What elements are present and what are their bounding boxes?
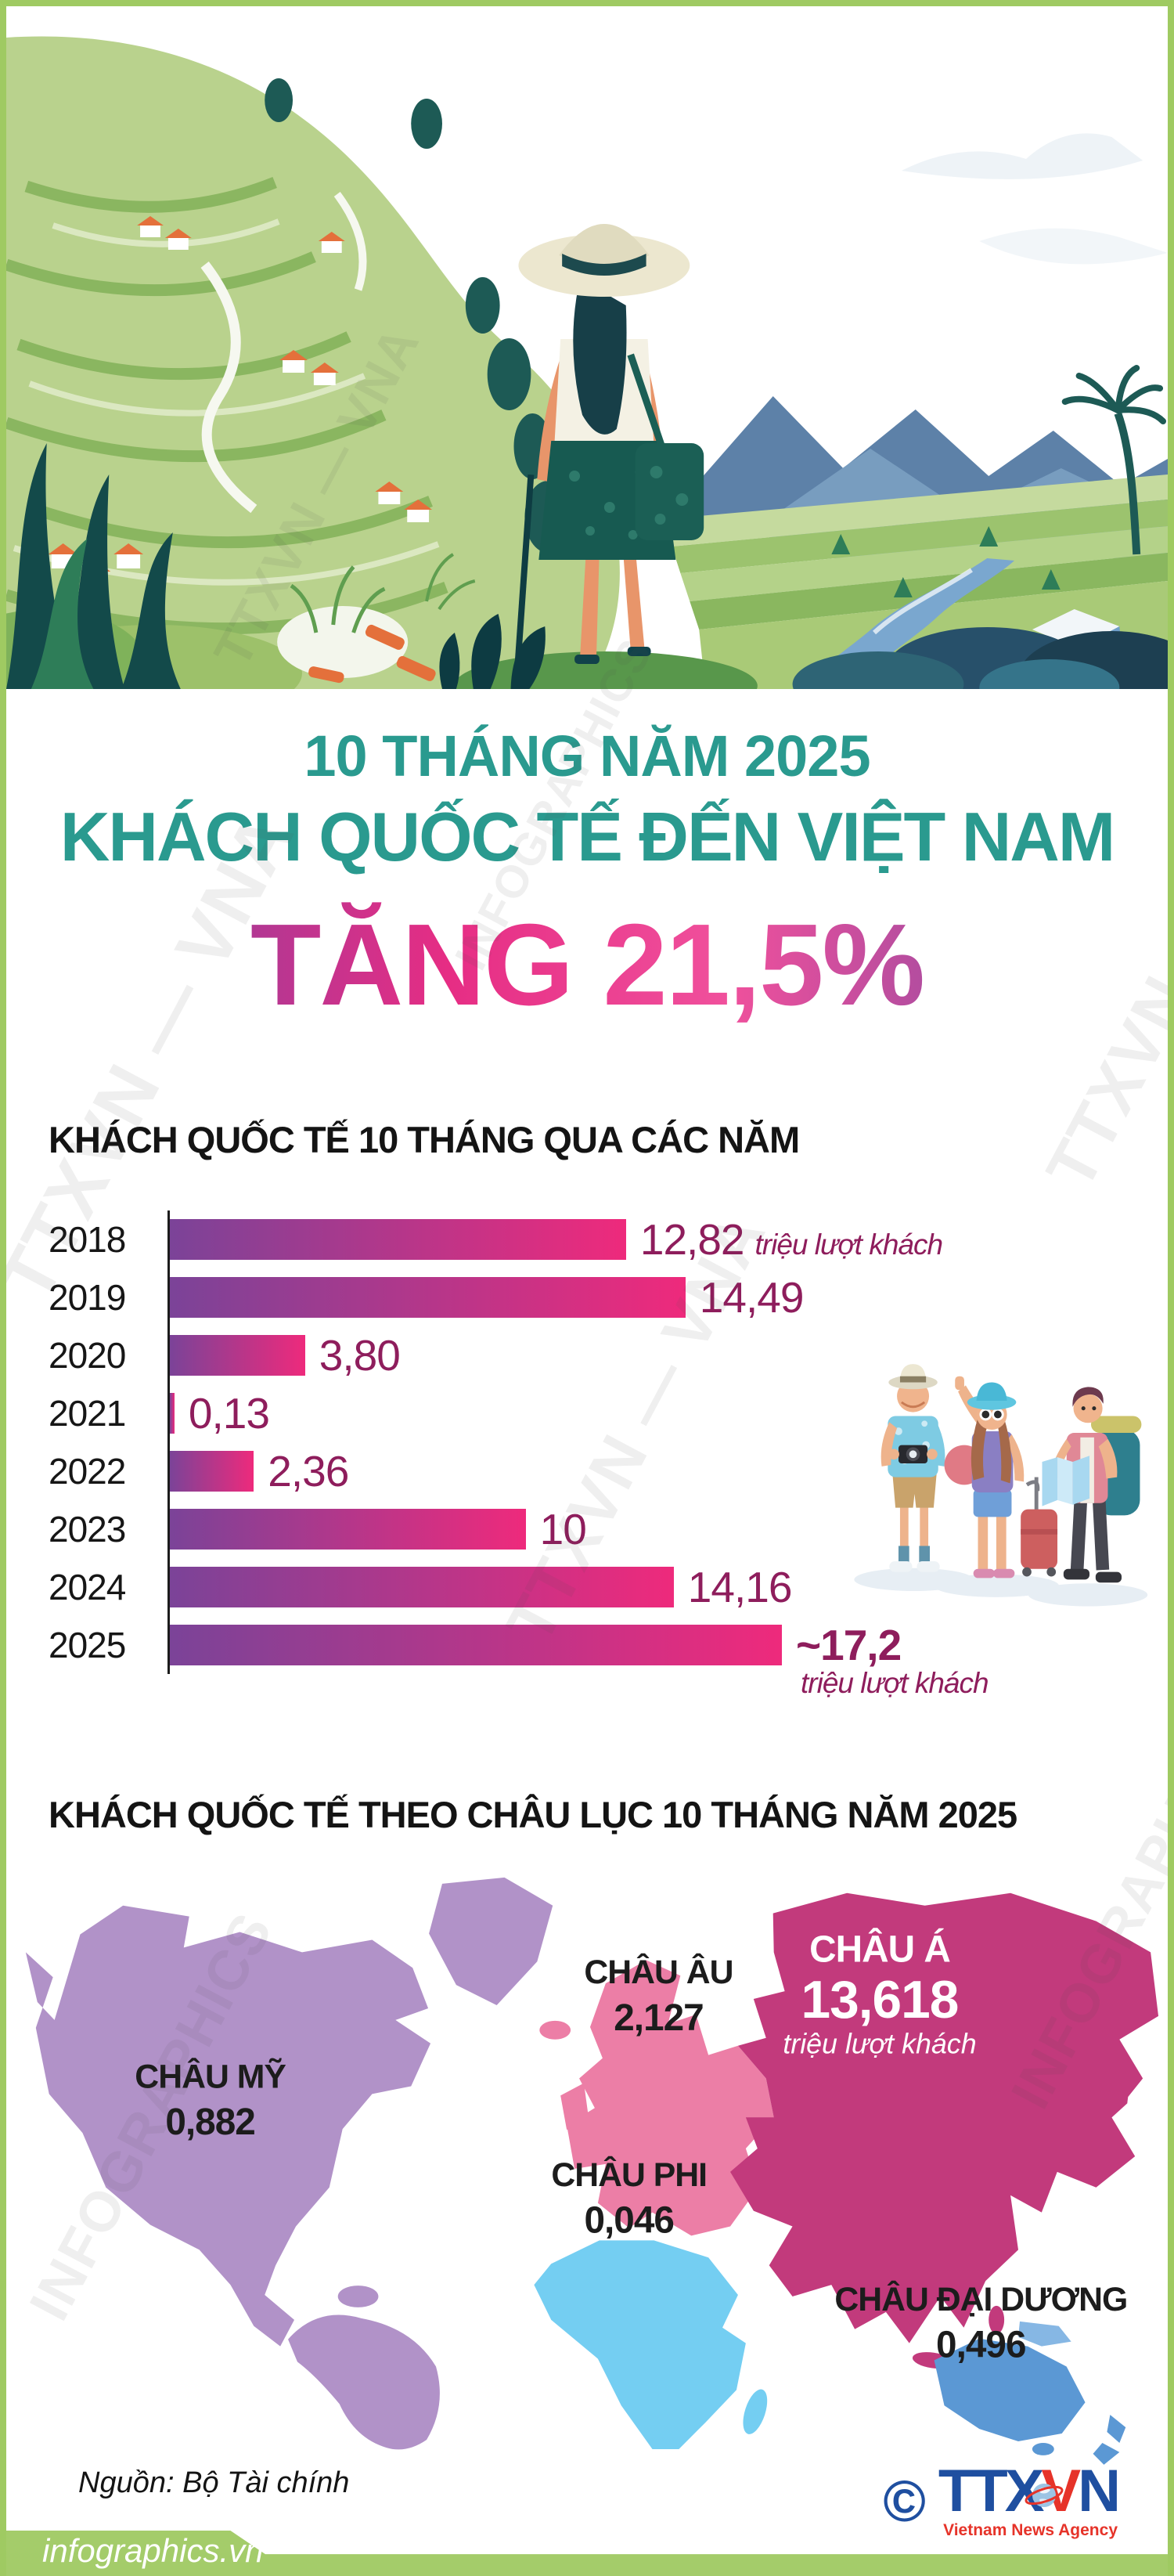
bar-row-2024: 2024 14,16 (49, 1558, 1136, 1616)
report-period-kicker: 10 THÁNG NĂM 2025 (304, 723, 870, 788)
world-map-by-continent: CHÂU MỸ 0,882 CHÂU ÂU 2,127 CHÂU Á 13,61… (6, 1860, 1168, 2473)
source-note: Nguồn: Bộ Tài chính (78, 2466, 350, 2499)
bar-year-label: 2021 (49, 1393, 126, 1434)
continent-value-oceania: 0,496 (936, 2325, 1025, 2366)
bar-year-label: 2018 (49, 1219, 126, 1260)
bar-year-label: 2020 (49, 1335, 126, 1376)
continent-oceania (934, 2321, 1126, 2465)
bar-2025 (170, 1625, 782, 1665)
continent-value-asia: 13,618 (801, 1971, 959, 2029)
continent-unit-asia: triệu lượt khách (783, 2029, 976, 2060)
bar-row-2018: 2018 12,82 triệu lượt khách (49, 1210, 1136, 1268)
growth-highlight: TĂNG 21,5% (6, 899, 1168, 1032)
bar-value-2019: 14,49 (699, 1273, 805, 1322)
bar-value-2022: 2,36 (268, 1447, 349, 1495)
continent-label-americas: CHÂU MỸ (135, 2057, 286, 2095)
bar-2024 (170, 1567, 674, 1607)
bar-year-label: 2019 (49, 1277, 126, 1318)
village-houses-graphic (48, 216, 433, 586)
continent-label-europe: CHÂU ÂU (584, 1953, 733, 1991)
copyright-icon: © (883, 2468, 926, 2534)
tourist-woman-pointing-graphic (944, 1376, 1025, 1578)
bar-row-2020: 2020 3,80 (49, 1326, 1136, 1384)
tourist-man-backpack-graphic (1042, 1387, 1142, 1583)
bar-row-2019: 2019 14,49 (49, 1268, 1136, 1326)
three-tourists-graphic (854, 1364, 1148, 1607)
logo-n: N (1078, 2457, 1121, 2524)
bar-row-2025: 2025 ~17,2 triệu lượt khách (49, 1616, 1136, 1699)
bar-2022 (170, 1451, 254, 1492)
rice-terraces-scene-graphic (6, 6, 1168, 689)
continent-value-americas: 0,882 (165, 2102, 254, 2143)
bar-value-2024: 14,16 (687, 1563, 793, 1611)
suitcase-graphic (1021, 1477, 1058, 1577)
bar-row-2022: 2022 2,36 (49, 1442, 1136, 1500)
continent-label-africa: CHÂU PHI (551, 2156, 707, 2194)
unit-label: triệu lượt khách (754, 1228, 944, 1261)
continent-label-oceania: CHÂU ĐẠI DƯƠNG (834, 2280, 1127, 2318)
bar-year-label: 2024 (49, 1567, 126, 1607)
continent-americas (25, 1877, 553, 2450)
bar-year-label: 2023 (49, 1509, 126, 1550)
continent-europe (539, 1960, 774, 2236)
hero-illustration (6, 6, 1168, 689)
bar-2019 (170, 1277, 686, 1318)
bar-2021 (170, 1393, 175, 1434)
bar-row-2021: 2021 0,13 (49, 1384, 1136, 1442)
brand-infographics-vn: infographics.vn (42, 2532, 264, 2569)
bar-chart-title: KHÁCH QUỐC TẾ 10 THÁNG QUA CÁC NĂM (49, 1119, 800, 1160)
bar-2018 (170, 1219, 626, 1260)
logo-ttx: TTX (938, 2457, 1045, 2524)
bar-year-label: 2025 (49, 1625, 126, 1665)
continent-value-europe: 2,127 (614, 1997, 703, 2039)
visitors-by-year-bar-chart: 2018 12,82 triệu lượt khách 2019 14,49 20… (49, 1210, 1136, 1699)
agency-tagline: Vietnam News Agency (943, 2521, 1118, 2539)
continent-label-asia: CHÂU Á (809, 1927, 950, 1970)
unit-label: triệu lượt khách (801, 1667, 989, 1699)
tourist-man-camera-graphic (880, 1364, 945, 1572)
bar-value-2023: 10 (539, 1505, 587, 1553)
bar-row-2023: 2023 10 (49, 1500, 1136, 1558)
bar-2023 (170, 1509, 526, 1550)
continent-africa (534, 2240, 768, 2449)
bar-value-2018: 12,82 triệu lượt khách (639, 1215, 944, 1264)
bar-value-2021: 0,13 (188, 1389, 270, 1438)
page-title: KHÁCH QUỐC TẾ ĐẾN VIỆT NAM (59, 798, 1115, 875)
bar-value-2020: 3,80 (319, 1331, 401, 1380)
woman-traveler-graphic (518, 224, 704, 664)
globe-icon (1025, 2483, 1064, 2507)
bar-year-label: 2022 (49, 1451, 126, 1492)
map-section-title: KHÁCH QUỐC TẾ THEO CHÂU LỤC 10 THÁNG NĂM… (49, 1794, 1017, 1835)
bar-2020 (170, 1335, 305, 1376)
ttxvn-logo: © TTXVN Vietnam News Agency (883, 2461, 1121, 2540)
world-map-graphic: CHÂU MỸ 0,882 CHÂU ÂU 2,127 CHÂU Á 13,61… (25, 1877, 1159, 2465)
bar-value-2025: ~17,2 triệu lượt khách (796, 1621, 989, 1699)
map-graphic (1042, 1456, 1090, 1506)
tourists-illustration (834, 1303, 1155, 1624)
continent-value-africa: 0,046 (584, 2199, 673, 2241)
